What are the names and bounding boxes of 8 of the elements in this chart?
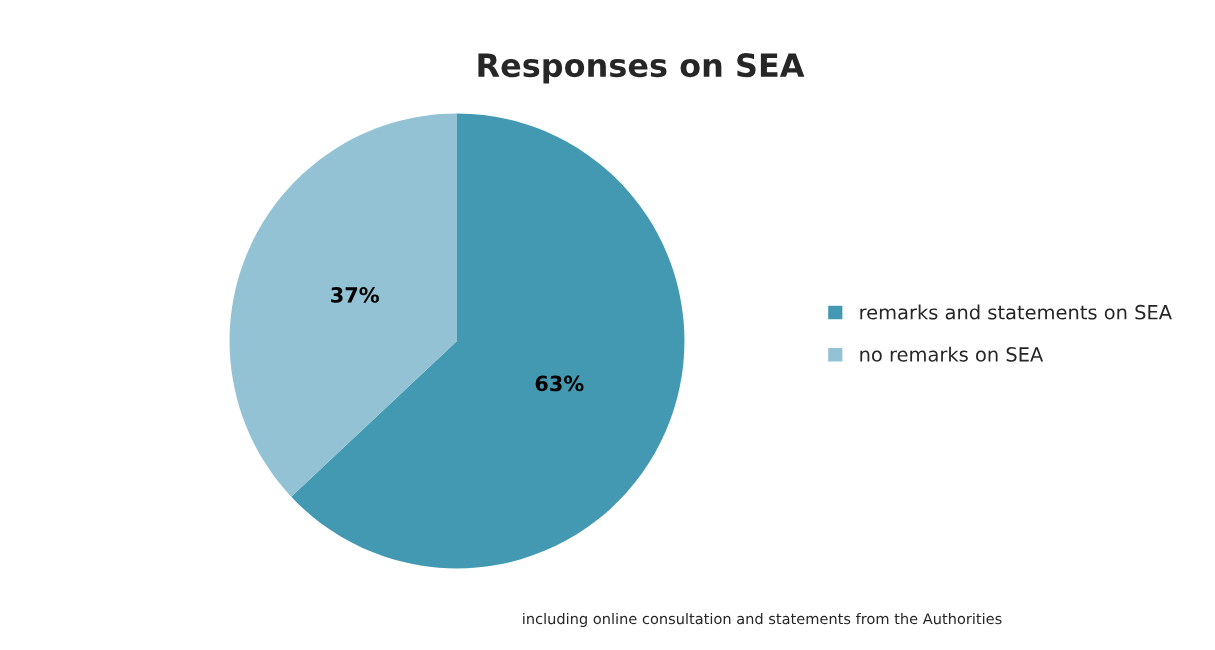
- legend-label: no remarks on SEA: [860, 346, 1044, 362]
- text: including online consultation and statements from the Authorities: [523, 612, 1002, 628]
- pie-slice: [229, 113, 457, 497]
- pie-slice: [291, 113, 685, 569]
- chart-title: Responses on SEA: [478, 53, 805, 84]
- data-label: 63%: [535, 375, 584, 392]
- legend-label: remarks and statements on SEA: [860, 304, 1172, 320]
- data-label: 37%: [331, 287, 379, 303]
